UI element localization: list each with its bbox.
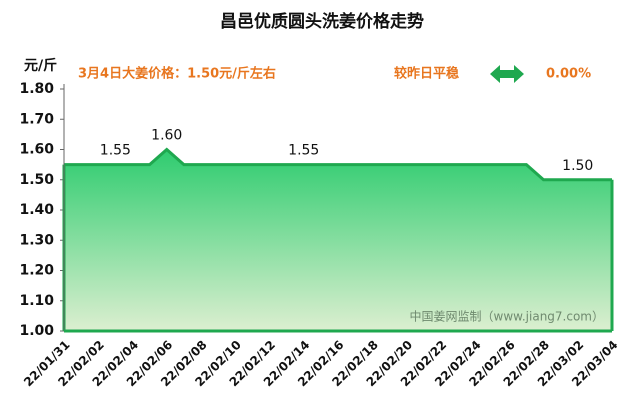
annotation: 较昨日平稳 [394,66,459,82]
y-unit: 元/斤 [24,57,57,74]
plot: 1.00 1.10 1.20 1.30 1.40 1.50 1.60 1.70 1.80 1.55… [19,81,620,389]
y-tick-label: 1.60 [19,142,54,158]
chart-title: 昌邑优质圆头洗姜价格走势 [220,11,424,32]
annotation: 0.00% [546,67,591,82]
y-tick-label: 1.40 [19,202,54,218]
data-label: 1.55 [288,143,319,159]
watermark: 中国姜网监制（www.jiang7.com） [410,309,604,324]
area [64,149,612,331]
arrow-icon [490,65,524,83]
y-tick-label: 1.80 [19,81,54,97]
data-label: 1.55 [100,143,131,159]
y-tick-label: 1.00 [19,323,54,339]
y-tick-label: 1.30 [19,232,54,248]
y-tick-label: 1.50 [19,172,54,188]
y-tick-label: 1.10 [19,293,54,309]
y-tick-label: 1.20 [19,263,54,279]
annotation: 3月4日大姜价格：1.50元/斤左右 [78,66,276,82]
line [64,147,612,182]
data-label: 1.50 [562,158,593,174]
data-label: 1.60 [151,128,182,144]
y-tick-label: 1.70 [19,111,54,127]
